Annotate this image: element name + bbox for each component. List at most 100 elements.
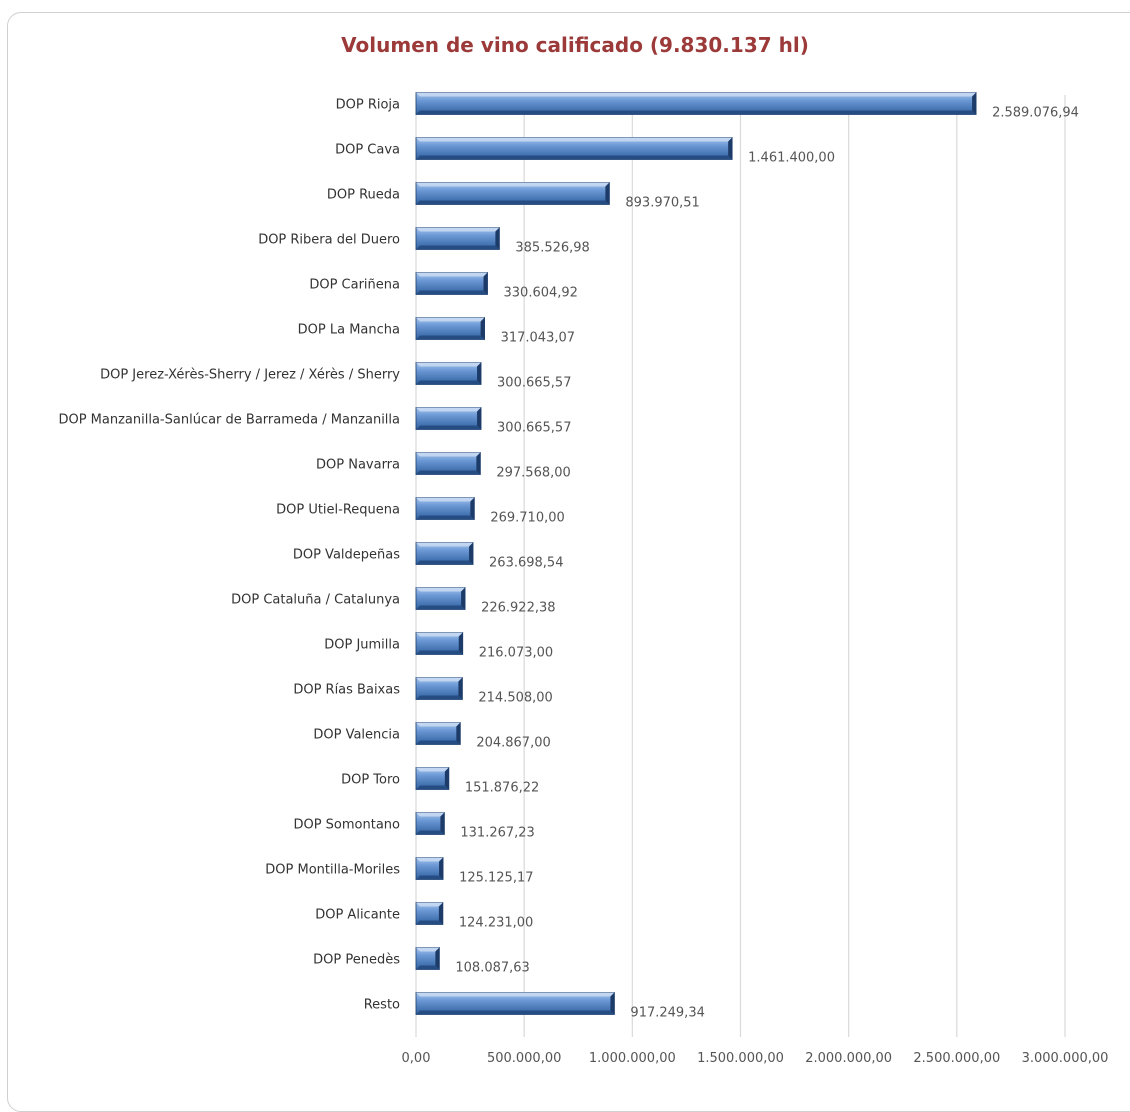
bar-bevel-bottom — [416, 605, 466, 610]
value-label: 330.604,92 — [504, 286, 578, 301]
bar-bevel-top — [416, 137, 733, 142]
bar-bevel-end — [610, 992, 615, 1015]
bar-bevel-end — [456, 722, 461, 745]
category-label: DOP Toro — [341, 773, 400, 788]
bar-bevel-end — [439, 857, 444, 880]
value-label: 216.073,00 — [479, 646, 553, 661]
value-label: 300.665,57 — [497, 376, 571, 391]
bar-bevel-bottom — [416, 785, 449, 790]
value-label: 108.087,63 — [455, 961, 529, 976]
bar-bevel-end — [605, 182, 610, 205]
value-label: 1.461.400,00 — [748, 151, 835, 166]
category-label: DOP Rías Baixas — [293, 683, 400, 698]
bar — [415, 317, 485, 340]
value-label: 2.589.076,94 — [992, 106, 1079, 121]
x-tick-label: 2.500.000,00 — [913, 1051, 1000, 1066]
bar — [415, 812, 445, 835]
bar-bevel-top — [416, 92, 977, 97]
category-label: DOP Ribera del Duero — [258, 233, 400, 248]
x-tick-label: 1.000.000,00 — [589, 1051, 676, 1066]
bars — [415, 92, 977, 1015]
category-label: DOP Penedès — [313, 953, 400, 968]
bar-bevel-end — [458, 632, 463, 655]
bar — [415, 992, 615, 1015]
bar — [415, 902, 444, 925]
value-label: 297.568,00 — [496, 466, 570, 481]
x-tick-label: 0,00 — [402, 1051, 431, 1066]
bar — [415, 227, 500, 250]
bar-bevel-top — [416, 992, 615, 997]
bar — [415, 587, 466, 610]
bar — [415, 452, 481, 475]
bar-bevel-bottom — [416, 830, 445, 835]
bar-bevel-bottom — [416, 380, 482, 385]
bar-bevel-bottom — [416, 290, 488, 295]
bar-bevel-bottom — [416, 560, 474, 565]
bar-bevel-bottom — [416, 695, 463, 700]
bar-bevel-bottom — [416, 200, 610, 205]
bar-bevel-bottom — [416, 650, 463, 655]
value-label: 269.710,00 — [490, 511, 564, 526]
category-label: DOP Cava — [335, 143, 400, 158]
bar-bevel-end — [469, 542, 474, 565]
value-label: 263.698,54 — [489, 556, 563, 571]
bar — [415, 272, 488, 295]
bar-bevel-end — [470, 497, 475, 520]
bar-bevel-bottom — [416, 425, 482, 430]
bar — [415, 632, 464, 655]
x-tick-label: 2.000.000,00 — [805, 1051, 892, 1066]
category-label: DOP Rueda — [327, 188, 400, 203]
bar — [415, 182, 610, 205]
bar-bevel-bottom — [416, 245, 500, 250]
value-label: 226.922,38 — [481, 601, 555, 616]
category-label: DOP Somontano — [293, 818, 400, 833]
bar-bevel-end — [444, 767, 449, 790]
bar — [415, 362, 482, 385]
bar-bevel-end — [728, 137, 733, 160]
bar-bevel-top — [416, 587, 466, 592]
bar — [415, 137, 733, 160]
bar-bevel-end — [480, 317, 485, 340]
bar-bevel-bottom — [416, 110, 977, 115]
bar — [415, 677, 463, 700]
bar-bevel-top — [416, 722, 461, 727]
bar-bevel-bottom — [416, 335, 485, 340]
category-label: DOP Cataluña / Catalunya — [231, 593, 400, 608]
bar-bevel-end — [461, 587, 466, 610]
category-label: DOP Utiel-Requena — [276, 503, 400, 518]
category-label: DOP La Mancha — [298, 323, 400, 338]
value-label: 151.876,22 — [465, 781, 539, 796]
value-label: 385.526,98 — [515, 241, 589, 256]
bar — [415, 92, 977, 115]
bar-bevel-top — [416, 857, 444, 862]
bar-bevel-top — [416, 497, 475, 502]
value-label: 131.267,23 — [460, 826, 534, 841]
value-label: 317.043,07 — [501, 331, 575, 346]
category-label: DOP Valdepeñas — [293, 548, 400, 563]
bar-bevel-top — [416, 767, 449, 772]
bar-bevel-top — [416, 362, 482, 367]
labels: 0,00 500.000,00 1.000.000,00 1.500.000,00 2.… — [58, 98, 1108, 1067]
bar — [415, 722, 461, 745]
bar-bevel-top — [416, 902, 443, 907]
gridlines — [415, 95, 1066, 1037]
bar — [415, 497, 475, 520]
category-label: DOP Valencia — [313, 728, 400, 743]
bar-bevel-bottom — [416, 875, 444, 880]
bar-bevel-top — [416, 947, 440, 952]
bar-bevel-top — [416, 632, 463, 637]
bar-bevel-bottom — [416, 155, 733, 160]
value-label: 917.249,34 — [630, 1006, 704, 1021]
bar-bevel-end — [458, 677, 463, 700]
category-label: DOP Jumilla — [324, 638, 400, 653]
category-label: DOP Manzanilla-Sanlúcar de Barrameda / M… — [58, 413, 400, 428]
value-label: 300.665,57 — [497, 421, 571, 436]
bar-bevel-bottom — [416, 740, 461, 745]
bar-bevel-top — [416, 542, 474, 547]
x-tick-label: 3.000.000,00 — [1022, 1051, 1109, 1066]
bar-bevel-top — [416, 677, 463, 682]
bar-bevel-end — [477, 362, 482, 385]
bar-bevel-bottom — [416, 470, 481, 475]
value-label: 125.125,17 — [459, 871, 533, 886]
value-label: 893.970,51 — [625, 196, 699, 211]
